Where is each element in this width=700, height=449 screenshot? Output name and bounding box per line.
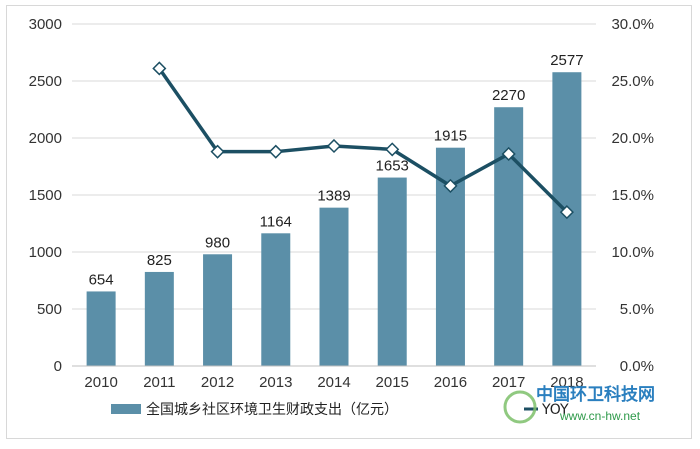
x-tick-label: 2011 — [143, 374, 175, 391]
y-left-tick-label: 1500 — [29, 187, 62, 204]
y-left-tick-label: 1000 — [29, 244, 62, 261]
y-right-tick-label: 0.0% — [620, 358, 654, 375]
bar-value-label: 1915 — [434, 128, 467, 145]
y-right-tick-label: 10.0% — [611, 244, 654, 261]
yoy-point — [501, 146, 516, 162]
bar-value-label: 2270 — [492, 87, 525, 104]
legend-swatch-bar — [111, 404, 141, 414]
x-tick-label: 2013 — [259, 374, 292, 391]
y-right-tick-label: 5.0% — [620, 301, 654, 318]
y-right-tick-label: 20.0% — [611, 130, 654, 147]
yoy-point — [559, 205, 574, 220]
yoy-point — [326, 138, 342, 154]
bar — [494, 107, 524, 366]
yoy-point — [210, 144, 225, 159]
bar-value-label: 825 — [147, 252, 172, 269]
bar — [144, 271, 174, 366]
bar — [319, 207, 349, 366]
watermark-site-name: 中国环卫科技网 — [536, 384, 655, 405]
x-tick-label: 2012 — [201, 374, 234, 391]
bar — [377, 177, 407, 366]
yoy-point — [443, 178, 458, 193]
legend-label-bar: 全国城乡社区环境卫生财政支出（亿元） — [146, 401, 398, 418]
y-right-tick-label: 30.0% — [611, 16, 654, 33]
bar — [203, 254, 233, 366]
yoy-point — [152, 61, 167, 76]
bar-value-label: 2577 — [550, 52, 583, 69]
x-tick-label: 2015 — [376, 374, 409, 391]
x-tick-label: 2014 — [317, 374, 350, 391]
y-left-tick-label: 0 — [54, 358, 62, 375]
bar-value-label: 1164 — [260, 213, 292, 230]
yoy-line — [157, 67, 569, 214]
x-tick-label: 2010 — [84, 374, 117, 391]
x-tick-label: 2017 — [492, 374, 525, 391]
x-tick-label: 2016 — [434, 374, 467, 391]
y-left-tick-label: 2500 — [29, 73, 62, 90]
bar — [261, 233, 291, 366]
y-left-tick-label: 2000 — [29, 130, 62, 147]
x-tick-label: 2018 — [550, 374, 583, 391]
bar — [86, 291, 116, 366]
bar-value-label: 980 — [205, 234, 230, 251]
watermark-logo-icon — [503, 390, 537, 424]
bar-value-label: 1653 — [376, 158, 409, 175]
yoy-point — [268, 144, 283, 159]
bar-value-label: 654 — [89, 271, 114, 288]
bar-value-label: 1389 — [317, 188, 350, 205]
yoy-point — [385, 142, 400, 157]
y-left-tick-label: 500 — [37, 301, 62, 318]
legend-label-line: YOY — [541, 402, 569, 418]
y-left-tick-label: 3000 — [29, 16, 62, 33]
y-right-tick-label: 25.0% — [611, 73, 654, 90]
watermark-url: www.cn-hw.net — [559, 409, 641, 423]
y-right-tick-label: 15.0% — [611, 187, 654, 204]
